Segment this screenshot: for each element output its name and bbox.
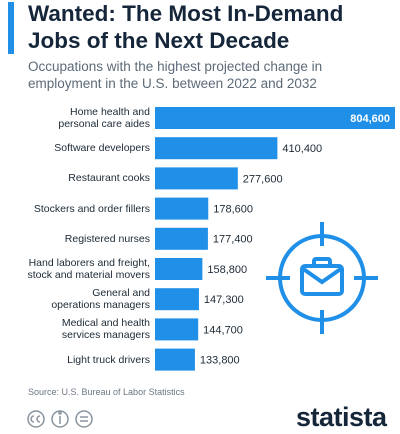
brand-logo: statista: [296, 402, 387, 432]
bar: [155, 227, 208, 250]
category-label: Registered nurses: [64, 232, 150, 245]
category-label: Software developers: [54, 142, 150, 155]
value-label: 144,700: [203, 324, 243, 336]
bar: [155, 288, 199, 311]
value-label: 178,600: [213, 204, 253, 216]
category-label: Restaurant cooks: [68, 172, 150, 185]
value-label: 410,400: [282, 143, 322, 155]
category-label: Home health and personal care aides: [58, 106, 150, 130]
chart-subtitle: Occupations with the highest projected c…: [28, 59, 323, 91]
crosshair-icon: [266, 222, 378, 334]
chart-title: Wanted: The Most In-Demand Jobs of the N…: [28, 1, 344, 53]
value-label: 277,600: [243, 173, 283, 185]
bar: [155, 258, 203, 280]
value-label: 177,400: [213, 234, 253, 246]
value-label: 158,800: [207, 264, 247, 276]
source-note: Source: U.S. Bureau of Labor Statistics: [28, 387, 185, 397]
accent-bar: [8, 2, 14, 54]
bar: [155, 107, 395, 129]
bar: [155, 348, 195, 371]
value-label: 147,300: [204, 294, 244, 306]
bar: [155, 318, 199, 341]
category-label: Medical and health services managers: [61, 317, 150, 342]
category-label: Light truck drivers: [67, 353, 150, 366]
value-label: 804,600: [350, 113, 390, 125]
bar: [155, 197, 209, 220]
category-label: Stockers and order fillers: [33, 202, 150, 215]
category-label: General and operations managers: [51, 287, 150, 312]
bar: [155, 137, 278, 160]
bar: [155, 167, 238, 190]
license-icons: [27, 410, 93, 428]
value-label: 133,800: [200, 355, 240, 367]
category-label: Hand laborers and freight, stock and mat…: [27, 257, 150, 281]
